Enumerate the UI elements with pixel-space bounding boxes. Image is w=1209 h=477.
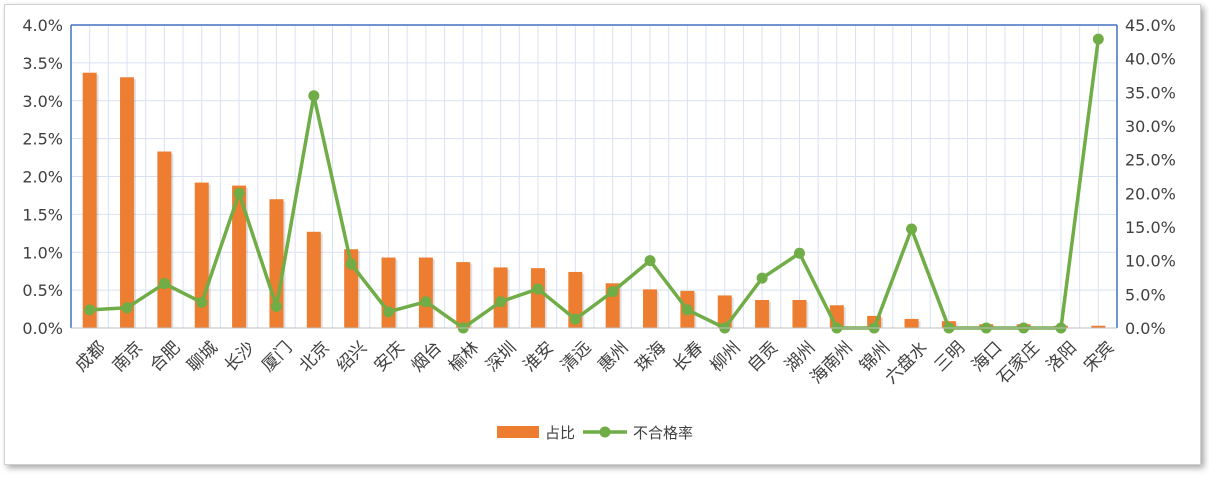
right-tick-label: 20.0% xyxy=(1125,184,1176,203)
left-tick-label: 0.0% xyxy=(22,319,63,338)
category-label: 聊城 xyxy=(184,338,222,376)
left-tick-label: 2.0% xyxy=(22,168,63,187)
category-labels: 成都 南京 合肥 聊城 长沙 厦门 北京 绍兴 安庆 烟台 榆林 深圳 淮安 清远 惠州 珠海 长春 柳州 自贡 湖州… xyxy=(72,338,1119,388)
line-point xyxy=(495,296,507,308)
category-label: 长沙 xyxy=(221,338,259,376)
bar xyxy=(1091,325,1106,328)
category-label: 南京 xyxy=(109,338,147,376)
left-axis-ticks: 0.0% 0.5% 1.0% 1.5% 2.0% 2.5% 3.0% 3.5% 4.0% xyxy=(22,16,63,338)
axes xyxy=(70,24,1118,329)
bar xyxy=(456,262,471,328)
category-label: 厦门 xyxy=(258,338,296,376)
line-point xyxy=(681,304,693,316)
category-label: 北京 xyxy=(296,338,334,376)
right-tick-label: 10.0% xyxy=(1125,252,1176,271)
bar xyxy=(568,271,583,328)
category-label: 绍兴 xyxy=(333,338,371,376)
bar xyxy=(643,289,658,328)
bar xyxy=(306,231,321,328)
category-label: 柳州 xyxy=(707,338,745,376)
left-tick-label: 4.0% xyxy=(22,16,63,35)
bar xyxy=(755,299,770,328)
category-label: 珠海 xyxy=(632,338,670,376)
gridlines xyxy=(71,24,1117,328)
category-label: 清远 xyxy=(557,338,595,376)
left-tick-label: 0.5% xyxy=(22,281,63,300)
category-label: 六盘水 xyxy=(881,338,931,388)
bar xyxy=(792,299,807,328)
line-point xyxy=(233,187,245,199)
left-tick-label: 1.5% xyxy=(22,205,63,224)
category-label: 成都 xyxy=(72,338,110,376)
category-label: 长春 xyxy=(669,338,707,376)
line-point xyxy=(569,313,581,325)
right-tick-label: 45.0% xyxy=(1125,16,1176,35)
bar xyxy=(717,295,732,328)
category-label: 石家庄 xyxy=(993,338,1043,388)
right-tick-label: 40.0% xyxy=(1125,50,1176,69)
line-point xyxy=(420,296,432,308)
category-label: 安庆 xyxy=(370,338,408,376)
legend-line-label: 不合格率 xyxy=(633,424,693,442)
left-tick-label: 2.5% xyxy=(22,130,63,149)
line-point xyxy=(383,306,395,318)
category-label: 宋宾 xyxy=(1080,338,1118,376)
line-point xyxy=(532,283,544,295)
line-path xyxy=(89,38,1101,330)
bar xyxy=(381,257,396,328)
legend-line-marker xyxy=(599,426,611,438)
category-label: 烟台 xyxy=(408,338,446,376)
category-label: 三明 xyxy=(931,338,969,376)
line-point xyxy=(158,278,170,290)
category-label: 深圳 xyxy=(482,338,520,376)
line-point xyxy=(906,223,918,235)
category-label: 合肥 xyxy=(146,338,184,376)
bar xyxy=(530,268,545,328)
line-point xyxy=(644,255,656,267)
line-point xyxy=(345,258,357,270)
category-label: 洛阳 xyxy=(1043,338,1081,376)
bar xyxy=(418,257,433,328)
category-label: 榆林 xyxy=(445,338,483,376)
right-tick-label: 15.0% xyxy=(1125,218,1176,237)
category-label: 自贡 xyxy=(744,338,782,376)
category-label: 惠州 xyxy=(595,338,633,376)
line-series xyxy=(84,33,1104,334)
line-point xyxy=(270,300,282,312)
category-label: 淮安 xyxy=(520,338,558,376)
legend-bar-swatch xyxy=(497,426,539,438)
bar xyxy=(904,318,919,328)
right-tick-label: 25.0% xyxy=(1125,151,1176,170)
right-axis-ticks: 0.0% 5.0% 10.0% 15.0% 20.0% 25.0% 30.0% 35.0% 40… xyxy=(1125,16,1176,338)
line-point xyxy=(196,296,208,308)
right-tick-label: 5.0% xyxy=(1125,285,1166,304)
chart-container: 0.0% 0.5% 1.0% 1.5% 2.0% 2.5% 3.0% 3.5% 4.0% 0.0… xyxy=(4,4,1201,465)
bar xyxy=(232,185,247,328)
line-point xyxy=(756,272,768,284)
left-tick-label: 3.5% xyxy=(22,54,63,73)
bar xyxy=(82,72,97,328)
left-tick-label: 1.0% xyxy=(22,243,63,262)
combo-chart: 0.0% 0.5% 1.0% 1.5% 2.0% 2.5% 3.0% 3.5% 4.0% 0.0… xyxy=(22,16,1176,442)
left-tick-label: 3.0% xyxy=(22,92,63,111)
line-point xyxy=(793,247,805,259)
right-tick-label: 35.0% xyxy=(1125,83,1176,102)
bar xyxy=(157,151,172,328)
line-point xyxy=(84,304,96,316)
right-tick-label: 30.0% xyxy=(1125,117,1176,136)
category-label: 海南州 xyxy=(807,338,857,388)
right-tick-label: 0.0% xyxy=(1125,319,1166,338)
line-point xyxy=(607,286,619,298)
bar xyxy=(120,77,135,328)
line-point xyxy=(308,90,320,102)
legend-bar-label: 占比 xyxy=(545,424,575,442)
line-point xyxy=(121,302,133,314)
line-point xyxy=(1092,33,1104,45)
legend: 占比 不合格率 xyxy=(497,424,693,442)
